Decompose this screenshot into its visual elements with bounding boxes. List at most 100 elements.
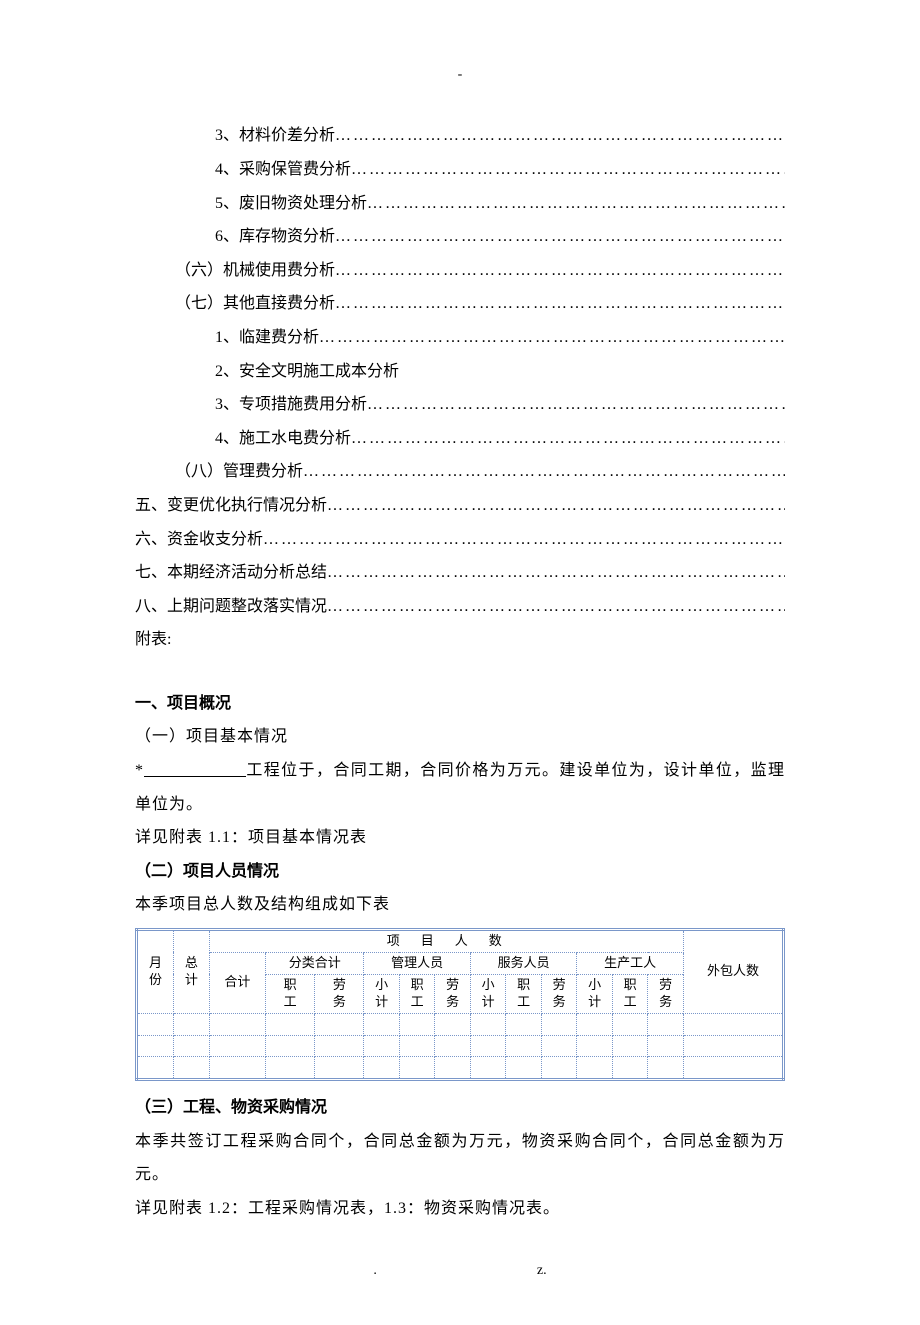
toc-line: 3、材料价差分析……………………………………………………………………………………… [135, 119, 785, 153]
section-1-3-heading: （三）工程、物资采购情况 [135, 1091, 785, 1125]
footer-left: . [373, 1256, 377, 1285]
toc-label: 七、本期经济活动分析总结 [135, 556, 327, 590]
char: 工 [624, 994, 637, 1009]
col-total: 总计 [174, 930, 210, 1014]
table-cell [174, 1057, 210, 1080]
table-cell [435, 1035, 471, 1057]
toc-label: （六）机械使用费分析 [175, 254, 335, 288]
char: 计 [588, 994, 601, 1009]
table-cell [470, 1035, 506, 1057]
char: 务 [553, 994, 566, 1009]
col-project-count: 项 目 人 数 [209, 930, 683, 953]
table-cell [209, 1013, 265, 1035]
table-cell [137, 1035, 174, 1057]
char: 劳 [446, 977, 459, 992]
toc-dots: …………………………………………………………………………………………………………… [351, 153, 785, 187]
section-1-3-paragraph: 本季共签订工程采购合同个，合同总金额为万元，物资采购合同个，合同总金额为万元。 [135, 1125, 785, 1192]
toc-line: （六）机械使用费分析………………………………………………………………………………… [135, 254, 785, 288]
table-cell [174, 1013, 210, 1035]
sub-subtotal: 小计 [577, 974, 613, 1013]
table-cell [683, 1035, 783, 1057]
toc-dots: …………………………………………………………………………………………………………… [335, 119, 785, 153]
toc-dots: …………………………………………………………………………………………………………… [351, 422, 785, 456]
table-row [137, 1057, 784, 1080]
toc-line: 4、施工水电费分析…………………………………………………………………………………… [135, 422, 785, 456]
table-cell [399, 1035, 435, 1057]
section-1-2-intro: 本季项目总人数及结构组成如下表 [135, 888, 785, 922]
toc-line: 八、上期问题整改落实情况…………………………………………………………………………… [135, 590, 785, 624]
table-cell [541, 1057, 577, 1080]
table-cell [648, 1035, 684, 1057]
toc-label: 附表: [135, 623, 171, 657]
char: 劳 [553, 977, 566, 992]
toc-line: 附表: [135, 623, 785, 657]
sub-emp: 职工 [612, 974, 648, 1013]
section-1-1-paragraph: * 工程位于，合同工期，合同价格为万元。建设单位为，设计单位，监理单位为。 [135, 754, 785, 821]
char: 份 [149, 972, 162, 987]
table-cell [399, 1057, 435, 1080]
toc-dots: …………………………………………………………………………………………………………… [303, 455, 785, 489]
col-prod: 生产工人 [577, 952, 684, 974]
table-cell [648, 1013, 684, 1035]
toc-dots: …………………………………………………………………………………………………………… [367, 187, 785, 221]
toc-dots: …………………………………………………………………………………………………………… [319, 321, 785, 355]
toc-line: 3、专项措施费用分析………………………………………………………………………………… [135, 388, 785, 422]
section-1-1-heading: （一）项目基本情况 [135, 720, 785, 754]
table-cell [506, 1057, 542, 1080]
sub-labor: 劳务 [435, 974, 471, 1013]
col-cat-sum: 分类合计 [266, 952, 364, 974]
toc-label: 4、采购保管费分析 [215, 153, 351, 187]
char: 务 [659, 994, 672, 1009]
toc-dots: …………………………………………………………………………………………………………… [263, 523, 785, 557]
footer-right: z. [537, 1256, 547, 1285]
table-cell [364, 1057, 400, 1080]
char: 小 [482, 977, 495, 992]
toc-line: 4、采购保管费分析…………………………………………………………………………………… [135, 153, 785, 187]
toc-label: 4、施工水电费分析 [215, 422, 351, 456]
toc-line: （八）管理费分析……………………………………………………………………………………… [135, 455, 785, 489]
table-cell [506, 1035, 542, 1057]
col-month: 月份 [137, 930, 174, 1014]
toc-dots: …………………………………………………………………………………………………………… [335, 287, 785, 321]
page-top-marker: - [135, 60, 785, 89]
table-cell [577, 1013, 613, 1035]
toc-line: 2、安全文明施工成本分析 [135, 355, 785, 389]
table-cell [266, 1035, 315, 1057]
toc-block: 3、材料价差分析……………………………………………………………………………………… [135, 119, 785, 657]
toc-dots: …………………………………………………………………………………………………………… [327, 590, 785, 624]
toc-line: 七、本期经济活动分析总结…………………………………………………………………………… [135, 556, 785, 590]
table-cell [266, 1057, 315, 1080]
table-cell [683, 1057, 783, 1080]
section-1-1-ref: 详见附表 1.1：项目基本情况表 [135, 821, 785, 855]
toc-label: 5、废旧物资处理分析 [215, 187, 367, 221]
table-cell [612, 1035, 648, 1057]
toc-dots: …………………………………………………………………………………………………………… [327, 556, 785, 590]
char: 职 [411, 977, 424, 992]
table-cell [137, 1057, 174, 1080]
toc-label: 2、安全文明施工成本分析 [215, 355, 399, 389]
table-cell [577, 1035, 613, 1057]
blank-underline [144, 754, 246, 788]
char: 工 [517, 994, 530, 1009]
toc-label: 五、变更优化执行情况分析 [135, 489, 327, 523]
char: 计 [185, 972, 198, 987]
char: 劳 [333, 977, 346, 992]
section-1-2-heading: （二）项目人员情况 [135, 855, 785, 889]
toc-label: 6、库存物资分析 [215, 220, 335, 254]
toc-label: （八）管理费分析 [175, 455, 303, 489]
sub-emp: 职工 [399, 974, 435, 1013]
table-cell [315, 1013, 364, 1035]
char: 职 [624, 977, 637, 992]
table-row: 月份 总计 项 目 人 数 外包人数 [137, 930, 784, 953]
table-cell [470, 1013, 506, 1035]
toc-line: 五、变更优化执行情况分析…………………………………………………………………………… [135, 489, 785, 523]
toc-line: （七）其他直接费分析………………………………………………………………………………… [135, 287, 785, 321]
char: 总 [185, 955, 198, 970]
char: 小 [588, 977, 601, 992]
char: 职 [517, 977, 530, 992]
char: 计 [375, 994, 388, 1009]
char: 工 [284, 994, 297, 1009]
asterisk-prefix: * [135, 762, 144, 779]
toc-dots: …………………………………………………………………………………………………………… [327, 489, 785, 523]
table-cell [266, 1013, 315, 1035]
